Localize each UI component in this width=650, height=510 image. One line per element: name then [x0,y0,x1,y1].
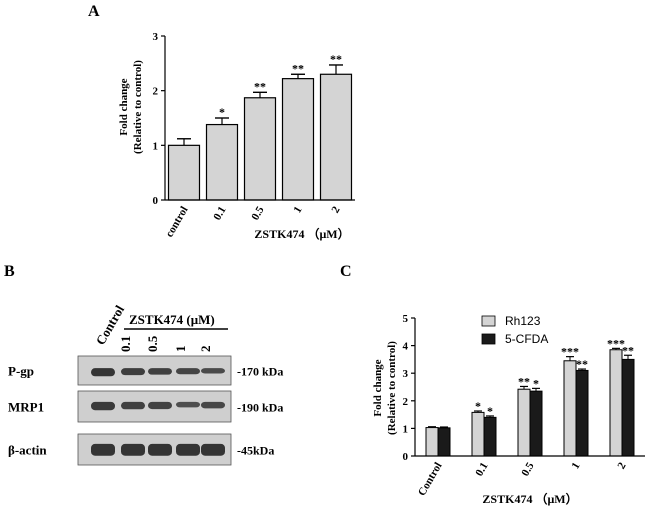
blot-row-label: P-gp [8,364,34,379]
chart-a-xtick-label: 1 [291,205,304,216]
chart-a-significance: ** [292,61,304,75]
blot-row-label: MRP1 [8,400,44,415]
chart-c-bar-5cfda [483,416,497,457]
chart-c-xtick-label: 0.5 [519,460,537,478]
chart-a-ytick-label: 2 [153,86,159,98]
chart-a-bar [281,78,315,201]
chart-c-y-ticks: 0 1 2 3 4 5 [403,313,415,463]
chart-a-xtick-label: 0.1 [211,205,228,223]
blot-band [201,368,225,374]
blot-kda-label: -45kDa [237,444,274,458]
blot-band [176,401,200,408]
chart-c-significance: * [487,404,493,418]
chart-c-ytick-label: 4 [403,341,409,353]
blot-kda-label: -170 kDa [237,365,283,379]
legend-label-5cfda: 5-CFDA [505,332,548,346]
blot-band [91,401,115,411]
blot-band [121,368,145,376]
chart-c-ylabel-line2: (Relative to control) [386,341,398,435]
legend-label-rh123: Rh123 [505,314,541,328]
blot-band [91,368,115,377]
panel-letter-a: A [88,3,100,20]
blot-dose-label: 2 [198,346,213,353]
chart-c-bar-5cfda [575,369,589,457]
chart-c-ytick-label: 3 [403,368,409,380]
blot-row-label: β-actin [8,443,47,458]
chart-c-xtick-label: Control [416,461,445,499]
blot-dose-label: 1 [173,346,188,353]
chart-c-legend: Rh123 5-CFDA [481,314,548,346]
chart-c-significance: * [475,399,481,413]
chart-a-significance: * [219,105,225,119]
chart-c-bar-5cfda [529,390,543,457]
chart-c-significance: ** [576,357,588,371]
blot-band [91,443,115,456]
chart-a-ytick-label: 3 [153,31,159,43]
blot-band [121,401,145,410]
chart-a-xtick-label: 2 [329,204,342,215]
chart-a-bar [243,97,277,201]
chart-c-xtick-label: 1 [569,461,582,472]
blot-kda-label: -190 kDa [237,401,283,415]
chart-a-bar [205,123,239,201]
panel-letter-c: C [340,263,352,280]
legend-swatch-5cfda [481,333,496,345]
blot-dose-labels: 0.1 0.5 1 2 [118,335,213,352]
chart-a-bars: ******* [167,52,353,201]
chart-c-significance: ** [518,374,530,388]
chart-c-bar-5cfda [621,358,635,457]
chart-c-ytick-label: 0 [403,451,409,463]
blot-band [148,401,172,410]
chart-a-ylabel-line2: (Relative to control) [132,60,144,154]
blot-treatment-label: ZSTK474 (μM) [129,312,215,327]
chart-c-bar-rh123 [517,388,531,457]
chart-a-bar [319,73,353,201]
blot-band [148,368,172,375]
chart-c-significance: *** [607,336,625,350]
blot-band [201,443,225,456]
panel-letter-b: B [4,263,15,280]
chart-c-xlabel: ZSTK474 （μM） [482,491,577,506]
chart-a-xtick-label: control [164,205,191,240]
western-blot: Control ZSTK474 (μM) 0.1 0.5 1 2 P-gp -170 k… [8,302,283,466]
chart-a-significance: ** [330,52,342,66]
chart-c-bars: * *** *********** [425,336,635,457]
legend-swatch-rh123 [481,315,496,327]
blot-band [201,401,225,409]
chart-c-ytick-label: 5 [403,313,409,325]
blot-band [176,368,200,375]
blot-rows: P-gp -170 kDa MRP1 -190 kDa β-actin -45kDa [8,355,283,466]
chart-c-bar-rh123 [471,411,485,457]
chart-a-ylabel-line1: Fold change [118,78,130,135]
chart-a-bar [167,144,201,201]
chart-c-significance: * [533,376,539,390]
chart-c-significance: *** [561,345,579,359]
chart-a-y-ticks: 0 1 2 3 [153,31,165,207]
chart-a-ytick-label: 1 [153,140,159,152]
blot-dose-label: 0.5 [145,335,160,352]
chart-c-bar-5cfda [437,427,451,457]
chart-c-significance: ** [622,343,634,357]
blot-dose-label: 0.1 [118,336,133,352]
chart-c-bar-rh123 [425,427,439,457]
blot-band [121,443,145,456]
chart-a-xlabel: ZSTK474 （μM） [254,226,349,241]
chart-c-ytick-label: 1 [403,423,409,435]
chart-c-xtick-label: 0.1 [473,461,490,479]
chart-c-bar-rh123 [563,360,577,457]
chart-c-bar-rh123 [609,349,623,457]
chart-a-xtick-label: 0.5 [249,204,267,222]
blot-band [176,443,200,456]
chart-a-ytick-label: 0 [153,195,159,207]
chart-c-ylabel-line1: Fold change [372,359,384,416]
chart-a-significance: ** [254,79,266,93]
chart-c-xtick-label: 2 [615,460,628,471]
blot-band [148,443,172,456]
chart-c-ytick-label: 2 [403,396,409,408]
